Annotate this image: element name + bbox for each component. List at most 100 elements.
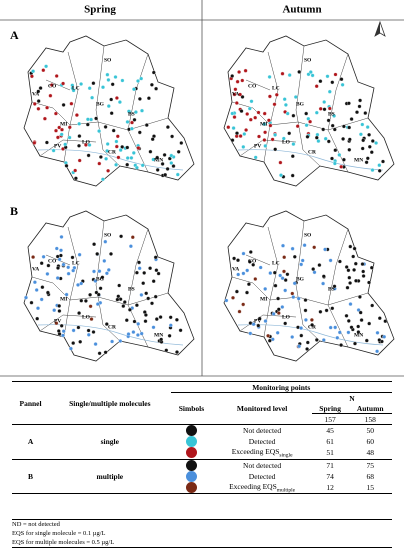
- monitoring-point: [133, 110, 138, 115]
- region-outline: [223, 210, 395, 362]
- province-label: MI: [60, 121, 67, 127]
- monitoring-point: [69, 101, 74, 106]
- monitoring-point: [89, 117, 94, 122]
- monitoring-point: [365, 156, 370, 161]
- monitoring-point: [41, 254, 46, 259]
- monitoring-point: [44, 64, 49, 69]
- province-border: [63, 51, 79, 163]
- monitoring-point: [311, 267, 316, 272]
- province-label: PV: [254, 143, 261, 149]
- river: [237, 149, 384, 171]
- monitoring-point: [106, 168, 111, 173]
- monitoring-point: [94, 290, 99, 295]
- monitoring-point: [165, 125, 170, 130]
- monitoring-point: [78, 339, 83, 344]
- table-cell: 51: [311, 447, 349, 460]
- monitoring-point: [248, 331, 253, 336]
- symbol-cell: [171, 459, 213, 471]
- monitoring-point: [134, 270, 139, 275]
- monitoring-point: [86, 328, 91, 333]
- monitoring-point: [283, 321, 288, 326]
- monitoring-point: [226, 125, 231, 130]
- monitoring-point: [332, 113, 337, 118]
- monitoring-point: [59, 323, 64, 328]
- monitoring-point: [106, 77, 111, 82]
- monitoring-point: [285, 272, 290, 277]
- monitoring-point: [323, 136, 328, 141]
- monitoring-point: [290, 246, 295, 251]
- monitoring-point: [115, 297, 120, 302]
- monitoring-point: [64, 292, 69, 297]
- monitoring-point: [352, 267, 357, 272]
- monitoring-point: [224, 298, 229, 303]
- province-label: MI: [260, 296, 267, 302]
- monitoring-point: [131, 150, 136, 155]
- monitoring-point: [41, 68, 46, 73]
- monitoring-point: [349, 325, 354, 330]
- monitoring-point: [353, 261, 358, 266]
- monitoring-point: [318, 106, 323, 111]
- monitoring-point: [120, 78, 125, 83]
- monitoring-point: [73, 168, 78, 173]
- monitoring-point: [330, 306, 335, 311]
- province-label: BG: [96, 276, 105, 282]
- monitoring-point: [103, 239, 108, 244]
- monitoring-point: [142, 270, 147, 275]
- monitoring-point: [256, 110, 261, 115]
- monitoring-point: [175, 350, 179, 355]
- monitoring-point: [130, 235, 135, 240]
- monitoring-point: [324, 308, 329, 313]
- monitoring-point: [321, 281, 326, 286]
- monitoring-point: [358, 310, 363, 315]
- monitoring-point: [29, 300, 34, 305]
- province-border: [39, 139, 97, 157]
- province-border: [63, 226, 79, 338]
- province-label: MN: [154, 332, 163, 338]
- monitoring-point: [358, 98, 363, 103]
- monitoring-point: [87, 86, 92, 91]
- province-border: [31, 101, 169, 131]
- monitoring-point: [247, 259, 252, 264]
- header-cell: Spring: [311, 403, 349, 414]
- monitoring-point: [231, 295, 235, 300]
- monitoring-point: [56, 266, 60, 270]
- monitoring-point: [131, 330, 136, 335]
- monitoring-point: [244, 128, 249, 132]
- monitoring-point: [45, 105, 50, 110]
- monitoring-point: [246, 282, 251, 287]
- monitoring-point: [98, 286, 103, 291]
- monitoring-point: [232, 256, 237, 261]
- monitoring-point: [149, 82, 154, 87]
- table-cell: Exceeding EQSsingle: [212, 447, 312, 460]
- monitoring-point: [232, 115, 237, 120]
- monitoring-point: [59, 234, 64, 239]
- table-row: Exceeding EQSsingle 51 48: [12, 447, 392, 460]
- monitoring-point: [119, 234, 124, 239]
- monitoring-point: [333, 72, 338, 77]
- monitoring-point: [290, 335, 295, 339]
- province-label: SO: [104, 232, 112, 238]
- monitoring-point: [369, 265, 374, 270]
- monitoring-point: [253, 115, 258, 120]
- monitoring-point: [79, 298, 84, 303]
- monitoring-point: [237, 70, 242, 74]
- monitoring-point: [71, 88, 76, 93]
- monitoring-point: [88, 292, 93, 297]
- monitoring-point: [77, 143, 81, 148]
- monitoring-point: [171, 164, 176, 169]
- subscript: single: [279, 452, 293, 459]
- province-border: [245, 254, 271, 266]
- monitoring-point: [328, 325, 333, 330]
- monitoring-point: [117, 283, 122, 288]
- monitoring-point: [347, 125, 352, 130]
- monitoring-point: [314, 110, 319, 115]
- monitoring-point: [103, 350, 108, 355]
- monitoring-point: [314, 135, 319, 140]
- monitoring-point: [297, 344, 302, 349]
- monitoring-point: [354, 278, 358, 283]
- monitoring-point: [100, 177, 105, 182]
- monitoring-point: [137, 266, 142, 271]
- monitoring-point: [46, 263, 51, 268]
- monitoring-point: [235, 131, 239, 136]
- monitoring-point: [263, 130, 268, 135]
